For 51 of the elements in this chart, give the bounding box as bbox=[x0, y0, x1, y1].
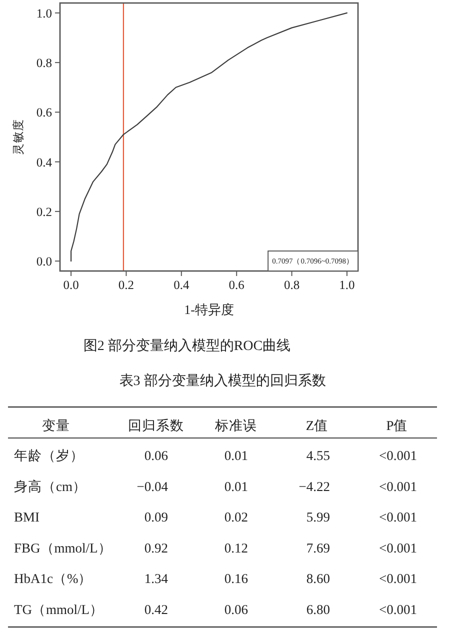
column-header: 回归系数 bbox=[128, 418, 184, 433]
y-tick-label: 0.4 bbox=[36, 155, 52, 170]
cell: 1.34 bbox=[144, 571, 168, 586]
cell: −4.22 bbox=[298, 478, 330, 494]
cell: <0.001 bbox=[379, 540, 417, 556]
cell: 8.60 bbox=[306, 571, 330, 586]
cell: <0.001 bbox=[379, 478, 417, 494]
cell: 0.06 bbox=[224, 602, 248, 617]
cell: 0.92 bbox=[144, 540, 168, 556]
cell: 0.42 bbox=[144, 602, 168, 617]
cell: 6.80 bbox=[306, 602, 330, 617]
cell: <0.001 bbox=[379, 571, 417, 586]
cell: 7.69 bbox=[306, 540, 330, 556]
cell: <0.001 bbox=[379, 602, 417, 617]
row-label: 身高（cm） bbox=[14, 478, 86, 494]
row-label: TG（mmol/L） bbox=[14, 602, 104, 617]
xlabel: 1-特异度 bbox=[184, 302, 234, 317]
y-tick-label: 1.0 bbox=[36, 6, 52, 20]
row-label: BMI bbox=[14, 510, 40, 525]
x-tick-label: 0.2 bbox=[118, 278, 134, 292]
cell: 0.09 bbox=[144, 510, 168, 525]
cell: 5.99 bbox=[306, 510, 330, 525]
x-tick-label: 0.0 bbox=[63, 278, 79, 292]
row-label: HbA1c（%） bbox=[14, 571, 92, 586]
cell: −0.04 bbox=[136, 478, 168, 494]
column-header: Z值 bbox=[306, 418, 328, 433]
column-header: 变量 bbox=[42, 418, 70, 433]
y-tick-label: 0.0 bbox=[36, 254, 52, 269]
cell: 4.55 bbox=[306, 448, 330, 463]
cell: <0.001 bbox=[379, 448, 417, 463]
y-tick-label: 0.8 bbox=[36, 56, 52, 70]
cell: 0.01 bbox=[224, 478, 248, 494]
row-label: FBG（mmol/L） bbox=[14, 540, 112, 556]
x-tick-label: 1.0 bbox=[339, 278, 355, 292]
cell: 0.06 bbox=[144, 448, 168, 463]
column-header: 标准误 bbox=[215, 418, 257, 433]
row-label: 年龄（岁） bbox=[14, 448, 84, 463]
x-tick-label: 0.6 bbox=[228, 278, 244, 292]
cell: 0.02 bbox=[224, 510, 248, 525]
y-tick-label: 0.6 bbox=[36, 106, 52, 120]
cell: 0.01 bbox=[224, 448, 248, 463]
cell: 0.16 bbox=[224, 571, 248, 586]
cell: <0.001 bbox=[379, 510, 417, 525]
y-tick-label: 0.2 bbox=[36, 204, 52, 219]
ylabel: 灵敏度 bbox=[13, 119, 25, 155]
column-header: P值 bbox=[386, 418, 408, 433]
title: 图2 部分变量纳入模型的ROC曲线 bbox=[83, 339, 291, 354]
x-tick-label: 0.8 bbox=[284, 278, 300, 292]
title: 表3 部分变量纳入模型的回归系数 bbox=[119, 374, 326, 389]
cell: 0.12 bbox=[224, 540, 248, 556]
x-tick-label: 0.4 bbox=[174, 278, 190, 292]
